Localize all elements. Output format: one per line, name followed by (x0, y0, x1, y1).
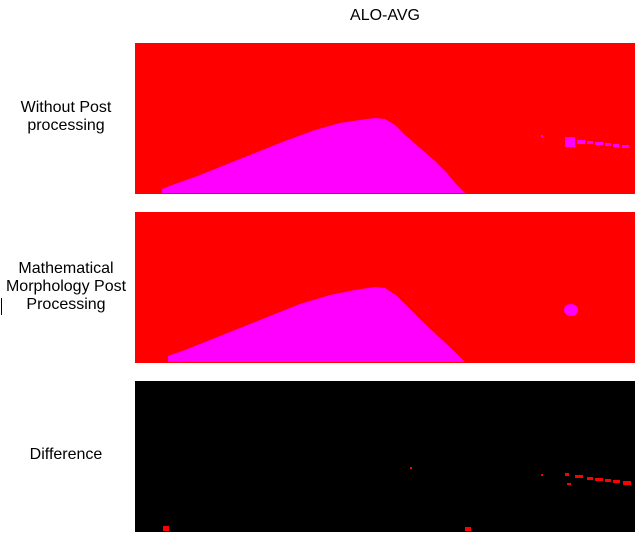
difference-speck (587, 477, 593, 480)
noise-speck (622, 145, 629, 148)
difference-speck (575, 475, 583, 478)
panel-mathematical-morphology (135, 212, 635, 363)
difference-speck (613, 480, 620, 483)
row-label-line: Difference (29, 446, 103, 463)
noise-blob (565, 137, 575, 147)
row-label-line: processing (27, 117, 105, 134)
noise-speck (587, 141, 593, 144)
noise-speck (577, 140, 585, 144)
panel-without-post-processing (135, 43, 635, 194)
row-label-difference: Difference (4, 446, 128, 464)
segmentation-map-postprocessed (135, 212, 635, 363)
difference-speck (595, 478, 603, 481)
foreground-region (162, 118, 465, 193)
difference-speck (567, 483, 571, 485)
noise-blob (564, 304, 578, 316)
noise-speck (541, 135, 543, 137)
noise-speck (595, 142, 603, 145)
noise-speck (613, 144, 619, 147)
noise-speck (605, 143, 611, 146)
foreground-region (168, 287, 465, 362)
row-label-without-post-processing: Without Post processing (4, 99, 128, 135)
difference-speck (605, 479, 611, 482)
difference-speck (541, 474, 543, 476)
text-cursor (1, 298, 2, 315)
row-label-line: Mathematical (18, 260, 114, 277)
background-region (135, 381, 635, 532)
difference-speck (163, 526, 169, 531)
row-label-line: Processing (26, 296, 106, 313)
segmentation-map-raw (135, 43, 635, 194)
difference-speck (465, 527, 471, 531)
row-label-line: Morphology Post (5, 278, 127, 295)
column-title: ALO-AVG (350, 7, 420, 24)
difference-speck (410, 467, 412, 469)
row-label-mathematical-morphology: Mathematical Morphology Post Processing (4, 260, 128, 314)
difference-speck (623, 481, 631, 485)
panel-difference (135, 381, 635, 532)
row-label-line: Without Post (20, 99, 112, 116)
difference-map (135, 381, 635, 532)
difference-speck (565, 473, 569, 476)
